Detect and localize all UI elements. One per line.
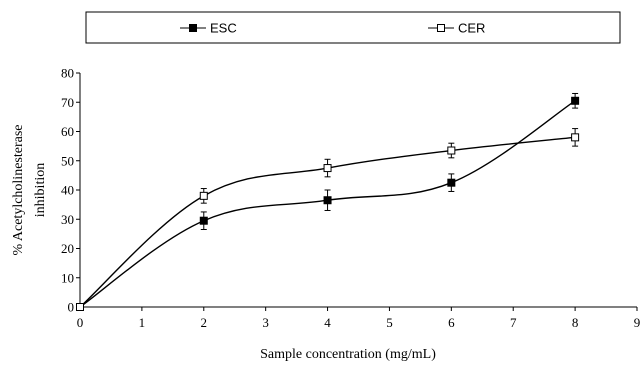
- x-tick-label: 3: [262, 315, 269, 330]
- x-tick-label: 0: [77, 315, 84, 330]
- legend: ESC CER: [85, 11, 621, 44]
- series-cer: [76, 128, 580, 311]
- axes: [79, 73, 637, 308]
- y-tick-label: 60: [61, 124, 74, 139]
- x-tick-label: 2: [201, 315, 208, 330]
- y-tick-label: 50: [61, 153, 74, 168]
- y-tick-label: 70: [61, 95, 74, 110]
- legend-marker-esc: [189, 24, 197, 32]
- data-point-esc: [323, 196, 332, 205]
- series-esc: [76, 92, 580, 311]
- x-tick-label: 1: [139, 315, 146, 330]
- y-tick-label: 40: [61, 183, 74, 198]
- y-tick-label: 80: [61, 66, 74, 81]
- y-ticks: 0 10 20 30 40 50 60 70 80: [61, 66, 80, 315]
- data-point-cer: [199, 191, 208, 200]
- x-tick-label: 6: [448, 315, 455, 330]
- legend-label-cer: CER: [458, 21, 485, 36]
- data-point-cer: [76, 303, 84, 311]
- x-tick-label: 5: [386, 315, 393, 330]
- data-point-cer: [571, 133, 580, 142]
- y-axis-title: % Acetylcholinesterase inhibition: [11, 124, 48, 255]
- y-tick-label: 0: [68, 300, 75, 315]
- x-axis-title: Sample concentration (mg/mL): [260, 347, 436, 362]
- legend-box: [85, 11, 621, 44]
- data-point-cer: [447, 146, 456, 155]
- y-tick-label: 10: [61, 270, 74, 285]
- x-tick-label: 8: [572, 315, 579, 330]
- data-point-esc: [447, 178, 456, 187]
- legend-label-esc: ESC: [210, 21, 237, 36]
- legend-marker-cer: [437, 24, 445, 32]
- legend-item-esc: ESC: [180, 21, 237, 36]
- x-tick-label: 9: [634, 315, 641, 330]
- x-tick-label: 7: [510, 315, 517, 330]
- data-point-esc: [571, 96, 580, 105]
- data-point-cer: [323, 164, 332, 173]
- y-tick-label: 20: [61, 241, 74, 256]
- series-layer: [76, 92, 580, 311]
- legend-item-cer: CER: [428, 21, 485, 36]
- x-tick-label: 4: [324, 315, 331, 330]
- x-ticks: 0 1 2 3 4 5 6 7 8 9: [77, 307, 641, 330]
- y-axis-title-line-2: inhibition: [33, 163, 48, 217]
- y-axis-title-line-1: % Acetylcholinesterase: [11, 124, 26, 255]
- y-tick-label: 30: [61, 212, 74, 227]
- data-point-esc: [199, 216, 208, 225]
